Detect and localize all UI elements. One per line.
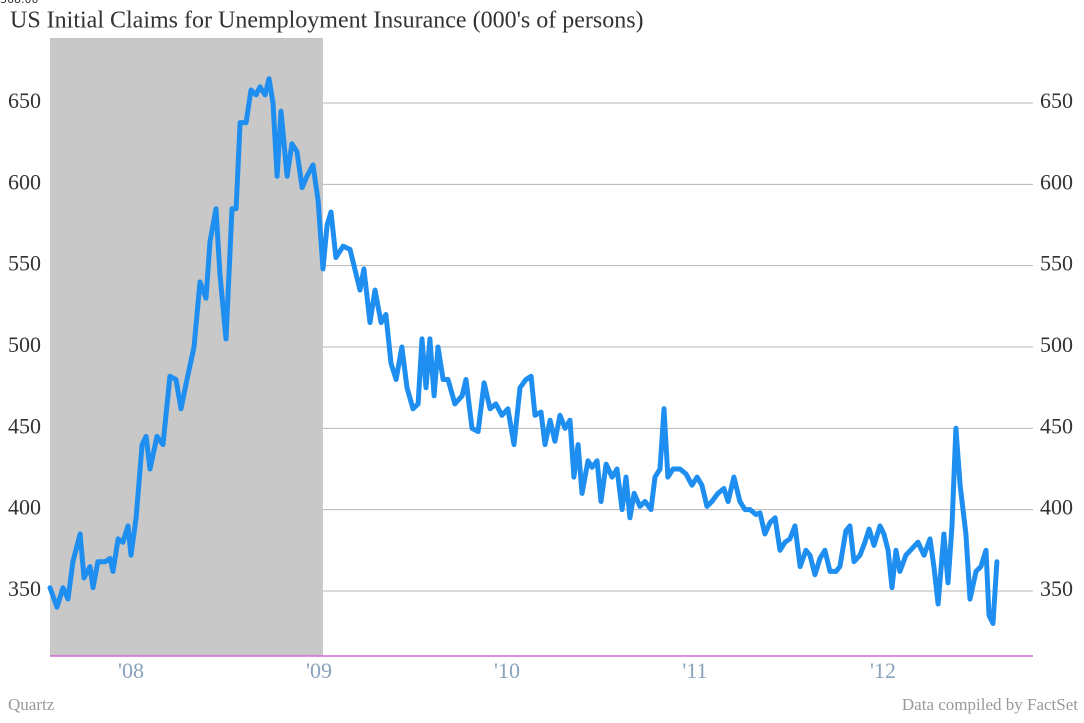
x-tick-label: '11 — [682, 658, 707, 683]
y-tick-label: 400 — [8, 495, 41, 520]
y-tick-label: 550 — [8, 251, 41, 276]
y-tick-label: 500 — [8, 332, 41, 357]
y-tick-label: 350 — [8, 576, 41, 601]
credit: Quartz — [8, 695, 55, 714]
line-series — [47, 76, 1000, 626]
y-tick-label-right: 550 — [1040, 251, 1073, 276]
y-tick-label-right: 650 — [1040, 88, 1073, 113]
x-tick-label: '08 — [118, 658, 144, 683]
source: Data compiled by FactSet — [902, 695, 1078, 714]
value-label: 368.00 — [0, 0, 39, 6]
x-tick-label: '12 — [870, 658, 896, 683]
y-tick-label-right: 400 — [1040, 495, 1073, 520]
y-tick-label-right: 350 — [1040, 576, 1073, 601]
x-tick-label: '09 — [306, 658, 332, 683]
y-tick-label-right: 450 — [1040, 413, 1073, 438]
y-tick-label-right: 600 — [1040, 169, 1073, 194]
y-tick-label: 650 — [8, 88, 41, 113]
y-tick-label: 600 — [8, 169, 41, 194]
y-tick-label: 450 — [8, 413, 41, 438]
y-tick-label-right: 500 — [1040, 332, 1073, 357]
chart-title: US Initial Claims for Unemployment Insur… — [10, 8, 644, 34]
x-tick-label: '10 — [494, 658, 520, 683]
